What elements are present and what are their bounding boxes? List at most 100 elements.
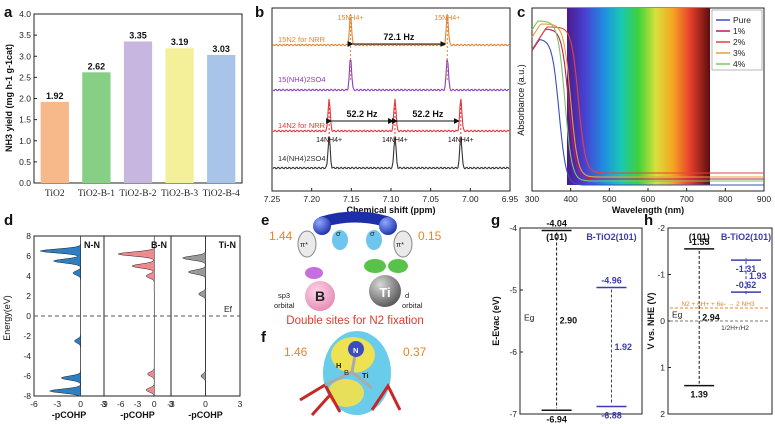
pi-star-lobe-left xyxy=(297,230,317,258)
uv-line-5 xyxy=(531,20,764,182)
b-x-tick-label: 7.20 xyxy=(303,194,320,204)
d-x-tick-label: 3 xyxy=(169,399,174,409)
panel-a-bar-chart: a 0.0 0.5 1.0 1.5 2.0 2.5 3.0 3.5 4.0 NH3 yield … xyxy=(4,4,243,199)
sp3-label: sp3 xyxy=(278,291,290,300)
bar-value-label: 1.92 xyxy=(46,91,64,101)
band-column-title: (101) xyxy=(546,232,567,242)
panel-h-levels: -2 -1 0 1 2 (101)-1.55 1.39 2.94 B-TiO2(101) -0.6… xyxy=(657,223,771,419)
ti-atom xyxy=(369,275,401,307)
d-x-tick-label: -6 xyxy=(117,399,125,409)
band-y-tick-label: 1 xyxy=(660,363,665,373)
d-x-tick-label: -3 xyxy=(54,399,62,409)
sigma-label-left: σ xyxy=(336,229,341,238)
e-left-value: 1.44 xyxy=(269,229,293,243)
b-x-tick-label: 7.25 xyxy=(264,194,281,204)
d-orbital-label: orbital xyxy=(402,301,423,310)
panel-label-e: e xyxy=(261,212,269,229)
f-ti-label: Ti xyxy=(362,371,369,380)
d-x-tick-label: -3 xyxy=(167,399,175,409)
split-14-left-label: 52.2 Hz xyxy=(347,109,379,119)
nmr-line-4 xyxy=(272,136,510,170)
sp3-orbital-label: orbital xyxy=(274,301,295,310)
d-x-tick-label: -3 xyxy=(134,399,142,409)
legend-label: 4% xyxy=(733,59,746,69)
f-n-label: N xyxy=(353,346,358,355)
visible-spectrum-band xyxy=(567,8,710,185)
band-y-tick-label: -5 xyxy=(509,285,517,295)
band-y-tick-label: 2 xyxy=(660,409,665,419)
band-column-title: (101) xyxy=(689,232,710,242)
panel-b-x-axis: 7.25 7.20 7.15 7.10 7.05 7.00 6.95 xyxy=(264,188,519,204)
b-x-tick-label: 6.95 xyxy=(502,194,519,204)
sp3-lobe-upper xyxy=(305,267,323,279)
panel-c-y-axis-title: Absorbance (a.u.) xyxy=(516,64,526,136)
panel-g-band-diagram: g E-Evac (eV) -4 -5 -6 -7 (101) -4.04 -6.94 2.9… xyxy=(491,212,643,424)
d-y-tick-label: -6 xyxy=(23,371,31,381)
bar-4 xyxy=(165,48,194,183)
a-y-tick-label: 0.5 xyxy=(19,157,31,167)
cohp-area-N-N xyxy=(40,235,81,397)
panel-h-band-diagram: h V vs. NHE (V) -2 -1 0 1 2 (101)-1.55 1.39 2.9… xyxy=(644,212,773,419)
category-label: TiO2-B-1 xyxy=(78,189,115,199)
b-atom xyxy=(305,281,335,311)
a-y-tick-label: 4.0 xyxy=(19,9,31,19)
peak-15-label: 15NH4+ xyxy=(338,15,364,22)
pi-star-lobe-right xyxy=(393,230,413,258)
category-label: TiO2-B-2 xyxy=(119,189,156,199)
band-y-tick-label: -4 xyxy=(509,223,517,233)
legend-label: 2% xyxy=(733,37,746,47)
panel-label-g: g xyxy=(491,212,500,229)
panel-g-y-axis-title: E-Evac (eV) xyxy=(491,296,501,346)
panel-b-nmr-spectra: b 7.25 7.20 7.15 7.10 7.05 7.00 6.95 Chemical … xyxy=(255,4,519,215)
gap-value-label: 2.94 xyxy=(702,312,720,322)
cohp-subpanel-title: N-N xyxy=(84,240,100,250)
band-y-tick-label: 0 xyxy=(660,316,665,326)
panel-b-x-axis-title: Chemical shift (ppm) xyxy=(346,205,435,215)
d-x-tick-label: 0 xyxy=(78,399,83,409)
panel-h-y-axis-title: V vs. NHE (V) xyxy=(646,292,656,349)
bar-2 xyxy=(82,72,111,183)
d-x-axis-title: -pCOHP xyxy=(188,410,223,420)
peak-14-label: 14NH4+ xyxy=(316,137,342,144)
b-x-tick-label: 7.00 xyxy=(462,194,479,204)
peak-15-label: 15NH4+ xyxy=(434,15,460,22)
n2-redox-label: N2 + 6H+ + 6e- → 2 NH3 xyxy=(681,301,755,308)
d-y-tick-label: 2 xyxy=(26,291,31,301)
panel-a-y-axis-title: NH3 yield (mg h-1 g-1cat) xyxy=(4,44,14,152)
d-x-tick-label: 0 xyxy=(152,399,157,409)
bar-value-label: 3.03 xyxy=(212,44,230,54)
f-right-value: 0.37 xyxy=(403,345,427,359)
nmr-series-label: 15(NH4)2SO4 xyxy=(278,75,326,84)
band-column-title: B-TiO2(101) xyxy=(586,232,636,242)
c-x-tick-label: 500 xyxy=(602,194,616,204)
c-x-tick-label: 600 xyxy=(641,194,655,204)
band-column-title: B-TiO2(101) xyxy=(721,232,771,242)
peak-14-label: 14NH4+ xyxy=(382,137,408,144)
bar-value-label: 3.19 xyxy=(171,37,189,47)
c-x-tick-label: 700 xyxy=(680,194,694,204)
panel-a-y-axis: 0.0 0.5 1.0 1.5 2.0 2.5 3.0 3.5 4.0 xyxy=(19,9,37,188)
nmr-series-label: 14(NH4)2SO4 xyxy=(278,154,326,163)
pi-star-label-left: π* xyxy=(300,240,308,249)
panel-c-x-axis: 300 400 500 600 700 800 900 xyxy=(525,188,771,204)
c-x-tick-label: 800 xyxy=(718,194,732,204)
panel-b-series: 15N2 for NRR 15(NH4)2SO4 14N2 for NRR 14(NH… xyxy=(272,14,510,170)
uv-line-1 xyxy=(531,38,764,186)
bar-1 xyxy=(40,101,69,183)
legend-label: 1% xyxy=(733,26,746,36)
legend-label: Pure xyxy=(733,15,751,25)
nmr-series-label: 15N2 for NRR xyxy=(278,35,326,44)
band-y-tick-label: -7 xyxy=(509,409,517,419)
peak-14-label: 14NH4+ xyxy=(448,137,474,144)
bar-5 xyxy=(207,54,236,183)
category-label: TiO2-B-4 xyxy=(203,189,240,199)
d-y-tick-label: 4 xyxy=(26,271,31,281)
category-label: TiO2-B-3 xyxy=(161,189,198,199)
panel-label-h: h xyxy=(644,212,653,229)
legend-label: 3% xyxy=(733,48,746,58)
gap-value-label: 2.90 xyxy=(560,315,578,325)
band-y-tick-label: -6 xyxy=(509,347,517,357)
panel-d-y-axis-title: Energy(eV) xyxy=(2,295,12,341)
panel-d-subpanels: N-N -6 -3 0 3 -pCOHP B-N -9 -6 -3 0 3 -pCOHP Ti-N -3 0 3… xyxy=(30,235,243,420)
